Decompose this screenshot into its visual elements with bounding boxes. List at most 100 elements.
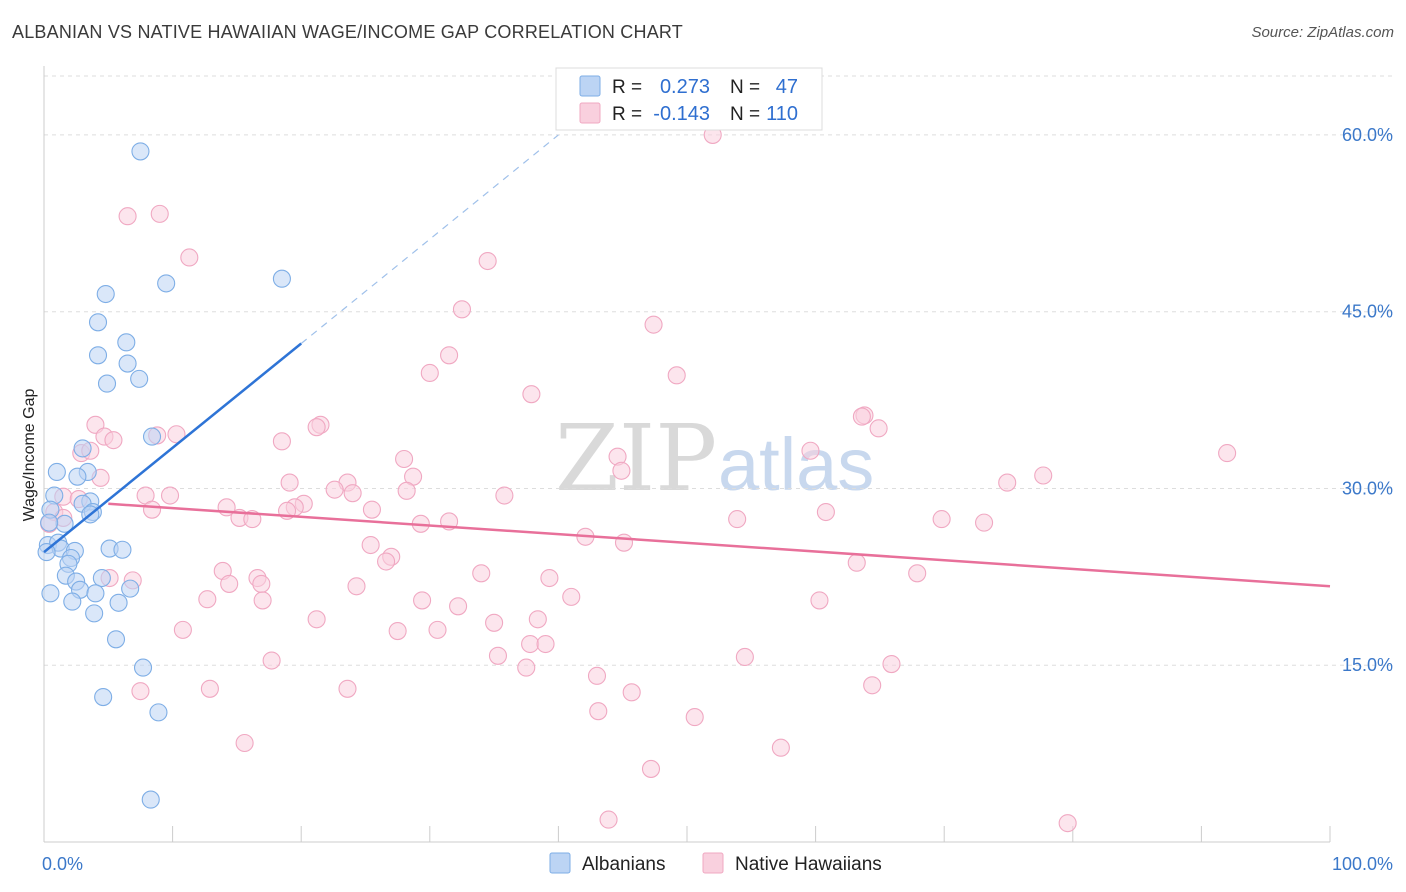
native-hawaiians-point-90	[488, 646, 508, 665]
x-tick-label-0: 0.0%	[42, 854, 83, 874]
albanians-point-36	[121, 579, 140, 598]
native-hawaiians-point-97	[131, 682, 150, 701]
albanians-point-9	[97, 374, 117, 393]
y-tick-label-2: 45.0%	[1342, 302, 1393, 322]
native-hawaiians-point-100	[863, 676, 882, 695]
native-hawaiians-point-35	[397, 481, 416, 500]
y-tick-labels: 15.0% 30.0% 45.0% 60.0%	[1342, 125, 1393, 675]
y-axis-title: Wage/Income Gap	[21, 389, 38, 522]
albanians-point-44	[94, 687, 113, 707]
native-hawaiians-point-73	[220, 574, 239, 593]
native-hawaiians-point-25	[1218, 444, 1237, 463]
series-albanians	[37, 142, 291, 809]
watermark-zip: ZIP	[555, 405, 717, 512]
bottom-legend-label-albanians: Albanians	[582, 854, 665, 875]
albanians-point-6	[88, 346, 108, 365]
trend-line-albanians	[43, 342, 302, 554]
native-hawaiians-point-20	[104, 431, 123, 450]
native-hawaiians-point-67	[472, 564, 491, 583]
native-hawaiians-point-84	[485, 613, 504, 632]
legend-swatch-albanians	[579, 75, 601, 97]
native-hawaiians-point-82	[528, 610, 547, 629]
albanians-point-41	[85, 604, 104, 623]
native-hawaiians-point-16	[307, 418, 326, 437]
native-hawaiians-point-41	[160, 486, 180, 505]
native-hawaiians-point-8	[420, 363, 439, 383]
albanians-point-45	[149, 703, 168, 722]
y-tick-label-1: 30.0%	[1342, 478, 1393, 498]
native-hawaiians-point-38	[495, 486, 514, 505]
native-hawaiians-point-55	[932, 510, 951, 529]
native-hawaiians-point-85	[173, 620, 192, 639]
legend: R = 0.273 N = 47 R = -0.143 N = 110	[555, 67, 823, 131]
y-tick-label-0: 15.0%	[1342, 655, 1393, 675]
albanians-point-27	[113, 540, 132, 559]
trend-line-native-hawaiians	[108, 502, 1331, 588]
trend-line-albanians-extension	[300, 134, 559, 344]
albanians-point-38	[41, 584, 60, 603]
x-tick-labels: 0.0% 100.0%	[42, 854, 1393, 874]
native-hawaiians-point-81	[449, 597, 468, 616]
native-hawaiians-point-79	[413, 591, 432, 610]
y-tick-label-3: 60.0%	[1342, 125, 1393, 145]
legend-n-label-albanians: N =	[730, 77, 760, 98]
native-hawaiians-point-12	[852, 407, 871, 426]
native-hawaiians-point-104	[771, 738, 790, 757]
legend-r-value-albanians: 0.273	[660, 76, 710, 98]
native-hawaiians-point-89	[536, 634, 555, 654]
albanians-point-42	[106, 630, 126, 649]
watermark-atlas: atlas	[718, 423, 874, 506]
albanians-point-7	[118, 354, 137, 373]
native-hawaiians-point-101	[589, 702, 608, 721]
native-hawaiians-point-7	[440, 346, 459, 365]
native-hawaiians-point-51	[816, 502, 835, 522]
albanians-point-2	[272, 269, 291, 288]
native-hawaiians-point-106	[599, 810, 618, 829]
trend-lines	[43, 134, 1331, 588]
x-tick-label-1: 100.0%	[1332, 854, 1393, 874]
native-hawaiians-point-93	[882, 655, 901, 674]
albanians-point-5	[117, 333, 136, 352]
native-hawaiians-point-3	[180, 248, 199, 267]
native-hawaiians-point-45	[362, 500, 381, 519]
native-hawaiians-point-107	[1058, 814, 1077, 833]
native-hawaiians-point-72	[540, 568, 559, 588]
legend-n-value-albanians: 47	[776, 76, 798, 98]
native-hawaiians-point-74	[347, 577, 366, 596]
bottom-legend-swatch-albanians	[549, 852, 571, 874]
native-hawaiians-point-26	[395, 449, 414, 469]
native-hawaiians-point-86	[388, 622, 407, 641]
native-hawaiians-point-102	[685, 708, 704, 727]
albanians-point-39	[63, 592, 82, 611]
native-hawaiians-point-98	[200, 679, 219, 698]
native-hawaiians-point-1	[118, 207, 137, 226]
native-hawaiians-point-87	[428, 620, 447, 639]
legend-r-label-albanians: R =	[612, 77, 642, 98]
native-hawaiians-point-10	[522, 385, 541, 404]
native-hawaiians-point-95	[587, 666, 607, 685]
native-hawaiians-point-34	[280, 473, 299, 492]
bottom-legend: Albanians Native Hawaiians	[549, 852, 882, 875]
legend-swatch-native-hawaiians	[579, 102, 601, 124]
legend-n-value-native-hawaiians: 110	[766, 103, 798, 125]
native-hawaiians-point-56	[975, 513, 994, 532]
bottom-legend-label-native-hawaiians: Native Hawaiians	[735, 854, 882, 875]
bottom-legend-swatch-native-hawaiians	[702, 852, 724, 874]
native-hawaiians-point-61	[614, 533, 634, 552]
native-hawaiians-point-88	[521, 634, 540, 654]
axes	[43, 66, 1331, 843]
native-hawaiians-point-80	[810, 591, 829, 610]
native-hawaiians-point-5	[452, 300, 472, 319]
albanians-point-33	[92, 568, 111, 588]
albanians-point-37	[86, 584, 105, 603]
native-hawaiians-point-2	[150, 204, 169, 223]
native-hawaiians-point-94	[517, 658, 536, 677]
albanians-point-1	[157, 274, 176, 293]
native-hawaiians-point-6	[644, 315, 663, 334]
native-hawaiians-point-36	[325, 480, 344, 499]
legend-r-value-native-hawaiians: -0.143	[653, 103, 710, 125]
native-hawaiians-point-99	[622, 683, 641, 702]
native-hawaiians-point-62	[361, 535, 380, 555]
albanians-point-22	[40, 513, 59, 532]
